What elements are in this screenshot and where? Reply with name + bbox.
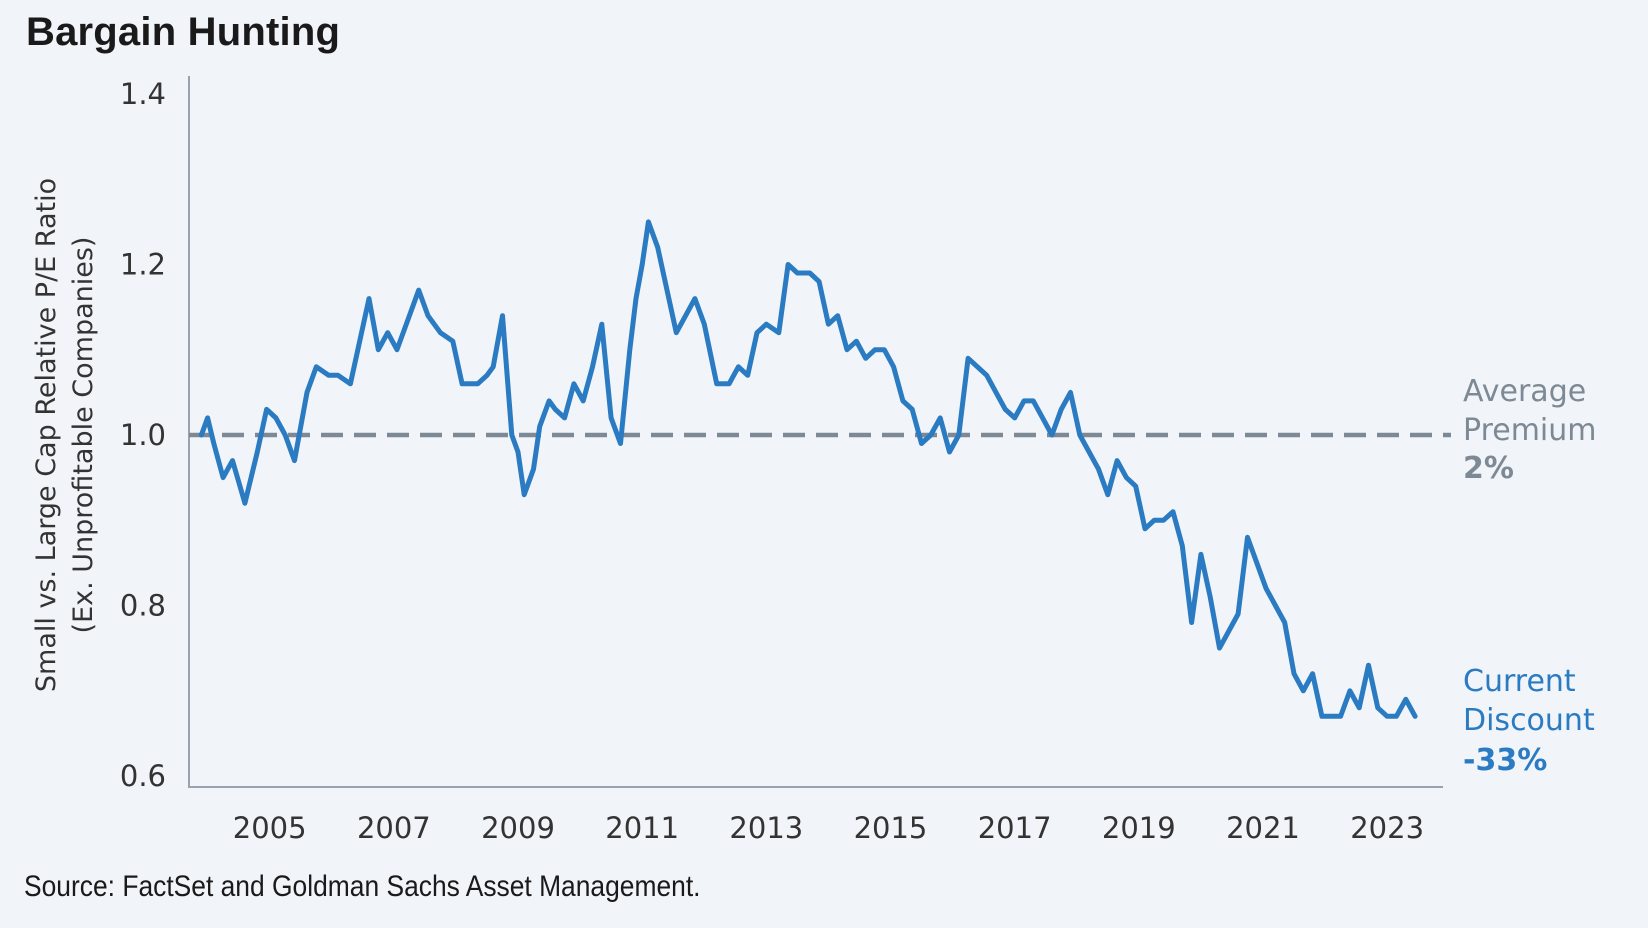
current-discount-label-line-2: Discount — [1463, 703, 1595, 738]
chart-title: Bargain Hunting — [26, 10, 341, 54]
average-premium-value: 2% — [1463, 451, 1514, 486]
average-premium-label-line-2: Premium — [1463, 413, 1597, 448]
x-tick-label: 2013 — [729, 811, 803, 845]
series-line — [198, 219, 1418, 719]
y-axis-label-line-2: (Ex. Unprofitable Companies) — [68, 237, 99, 634]
x-tick-label: 2011 — [605, 811, 679, 845]
x-tick-label: 2015 — [854, 811, 928, 845]
x-tick-label: 2017 — [978, 811, 1052, 845]
source-note: Source: FactSet and Goldman Sachs Asset … — [24, 870, 701, 903]
y-tick-label: 1.0 — [120, 418, 166, 452]
x-tick-label: 2009 — [481, 811, 555, 845]
y-tick-label: 0.8 — [120, 589, 166, 623]
x-tick-label: 2023 — [1350, 811, 1424, 845]
average-premium-annotation: Average Premium 2% — [1463, 374, 1597, 486]
x-axis: 2005 2007 2009 2011 2013 2015 2017 2019 2021 2023 — [233, 811, 1424, 845]
current-discount-label-line-1: Current — [1463, 664, 1576, 699]
current-discount-value: -33% — [1463, 743, 1547, 778]
y-axis-label: Small vs. Large Cap Relative P/E Ratio (… — [31, 178, 99, 692]
x-tick-label: 2021 — [1226, 811, 1300, 845]
x-tick-label: 2005 — [233, 811, 307, 845]
y-axis-label-line-1: Small vs. Large Cap Relative P/E Ratio — [31, 178, 62, 692]
y-tick-label: 1.2 — [120, 248, 166, 282]
x-tick-label: 2019 — [1102, 811, 1176, 845]
x-tick-label: 2007 — [357, 811, 431, 845]
average-premium-label-line-1: Average — [1463, 374, 1586, 409]
current-discount-annotation: Current Discount -33% — [1463, 664, 1595, 778]
y-axis: 0.6 0.8 1.0 1.2 1.4 — [120, 77, 166, 793]
y-tick-label: 1.4 — [120, 77, 166, 111]
y-tick-label: 0.6 — [120, 759, 166, 793]
